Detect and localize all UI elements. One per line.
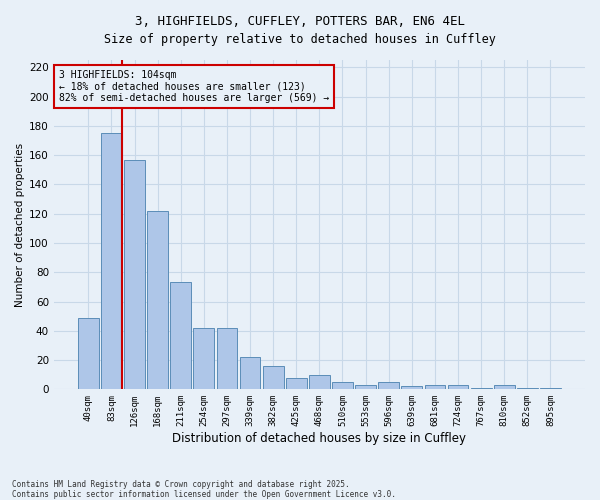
Bar (540, 388, 561, 390)
Text: 3 HIGHFIELDS: 104sqm
← 18% of detached houses are smaller (123)
82% of semi-deta: 3 HIGHFIELDS: 104sqm ← 18% of detached h… (59, 70, 329, 103)
X-axis label: Distribution of detached houses by size in Cuffley: Distribution of detached houses by size … (172, 432, 466, 445)
Y-axis label: Number of detached properties: Number of detached properties (15, 142, 25, 306)
Text: Contains HM Land Registry data © Crown copyright and database right 2025.
Contai: Contains HM Land Registry data © Crown c… (12, 480, 396, 499)
Bar (78, 318, 99, 390)
Bar (401, 386, 422, 390)
Bar (124, 160, 145, 390)
Bar (471, 388, 491, 390)
Bar (263, 366, 284, 390)
Text: 3, HIGHFIELDS, CUFFLEY, POTTERS BAR, EN6 4EL: 3, HIGHFIELDS, CUFFLEY, POTTERS BAR, EN6… (135, 15, 465, 28)
Bar (379, 382, 399, 390)
Text: Size of property relative to detached houses in Cuffley: Size of property relative to detached ho… (104, 32, 496, 46)
Bar (332, 382, 353, 390)
Bar (147, 211, 168, 390)
Bar (448, 385, 469, 390)
Bar (494, 385, 515, 390)
Bar (286, 378, 307, 390)
Bar (517, 388, 538, 390)
Bar (170, 282, 191, 390)
Bar (309, 374, 330, 390)
Bar (425, 385, 445, 390)
Bar (239, 357, 260, 390)
Bar (217, 328, 238, 390)
Bar (101, 133, 122, 390)
Bar (193, 328, 214, 390)
Bar (355, 385, 376, 390)
